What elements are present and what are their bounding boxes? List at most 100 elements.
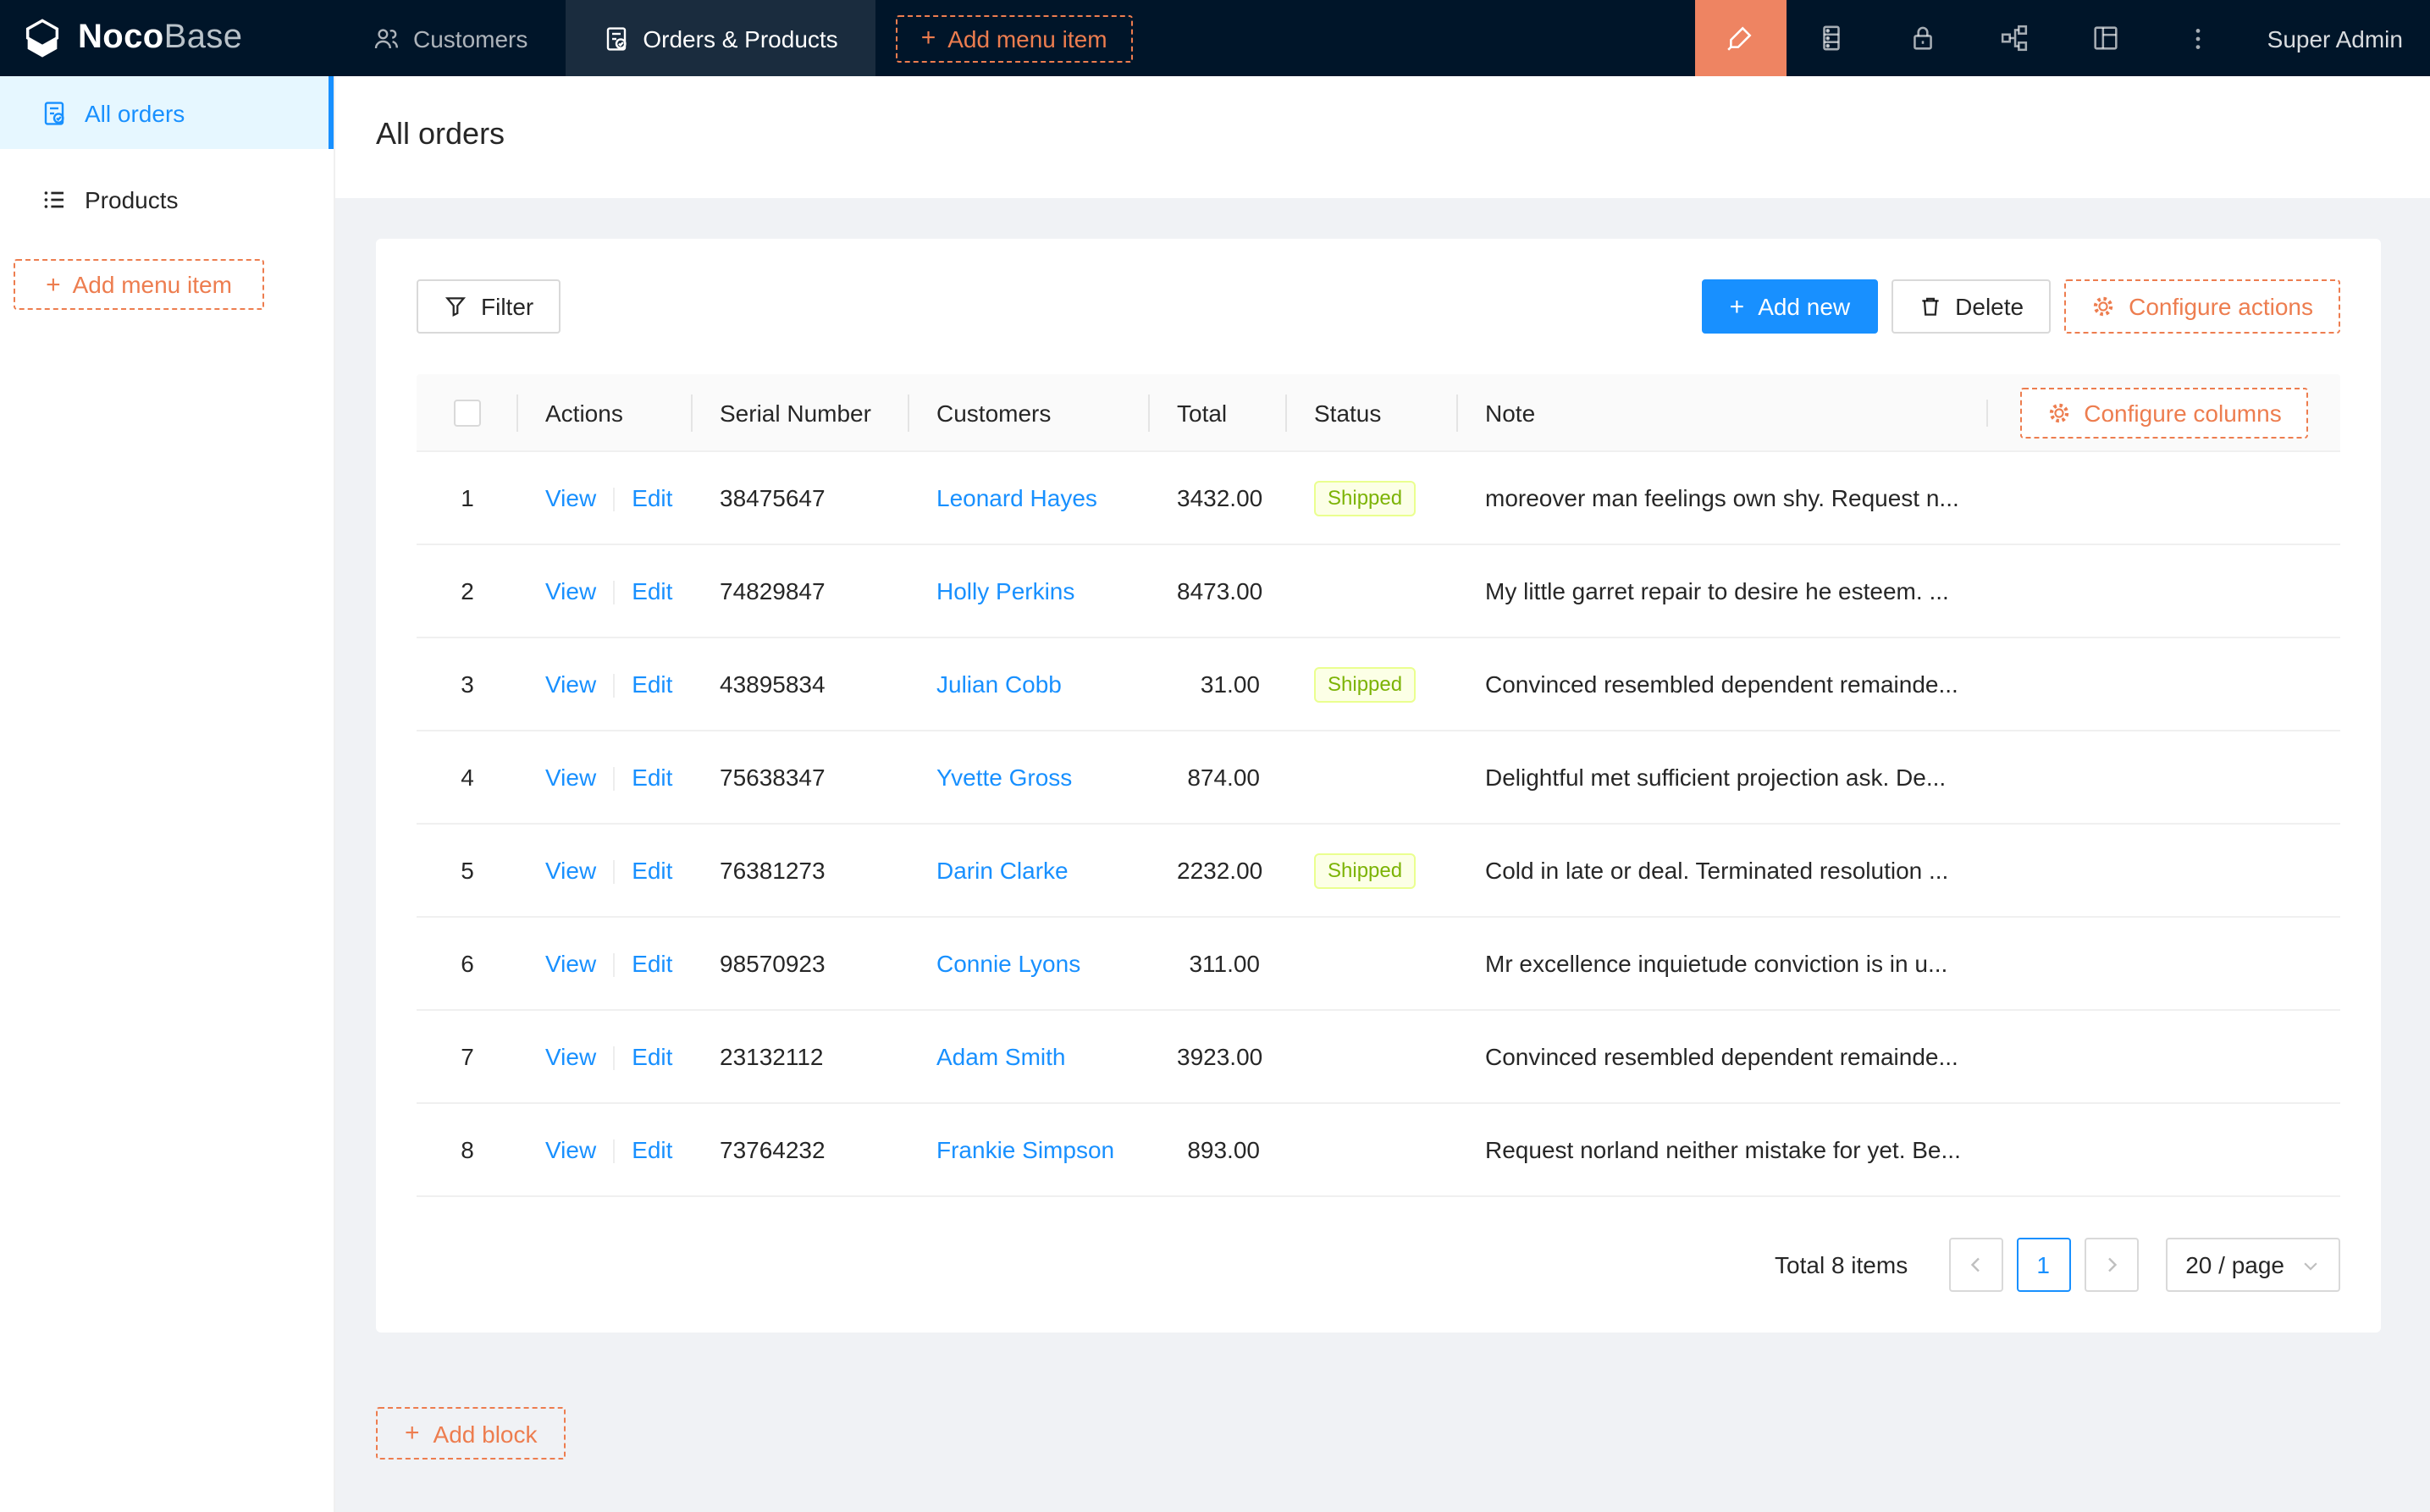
table-row: 1 ViewEdit 38475647 Leonard Hayes 3432.0…	[417, 452, 2340, 545]
customer-link[interactable]: Darin Clarke	[936, 857, 1069, 884]
row-actions-cell: View Edit	[518, 857, 693, 885]
configure-columns-button[interactable]: Configure columns	[2019, 387, 2308, 438]
nav-add-wrap: + Add menu item	[875, 0, 1153, 76]
serial-number-cell: 98570923	[693, 950, 909, 977]
customer-link[interactable]: Holly Perkins	[936, 577, 1074, 604]
row-index-cell: 2	[417, 577, 518, 604]
ui-editor-button[interactable]	[1695, 0, 1787, 76]
permissions-button[interactable]	[1878, 0, 1969, 76]
table-row: 7 ViewEdit 23132112 Adam Smith 3923.00 C…	[417, 1011, 2340, 1104]
total-cell: 893.00	[1150, 1136, 1287, 1163]
view-link[interactable]: View	[545, 764, 596, 791]
customer-link[interactable]: Leonard Hayes	[936, 484, 1097, 511]
list-icon	[41, 185, 68, 212]
view-link[interactable]: View	[545, 1136, 596, 1163]
sidebar-item-products[interactable]: Products	[0, 163, 334, 235]
action-divider	[613, 581, 615, 604]
customer-cell: Holly Perkins	[909, 577, 1150, 604]
sidebar-item-label: Products	[85, 185, 179, 212]
serial-number-cell: 74829847	[693, 577, 909, 604]
view-link[interactable]: View	[545, 1043, 596, 1070]
status-cell: Shipped	[1287, 480, 1458, 516]
action-divider	[613, 1046, 615, 1070]
status-cell: Shipped	[1287, 853, 1458, 888]
collections-button[interactable]	[1787, 0, 1878, 76]
row-actions-cell: View Edit	[518, 764, 693, 792]
table-row: 4 ViewEdit 75638347 Yvette Gross 874.00 …	[417, 731, 2340, 825]
page-number-button[interactable]: 1	[2016, 1238, 2070, 1292]
edit-link[interactable]: Edit	[632, 1043, 672, 1070]
edit-link[interactable]: Edit	[632, 950, 672, 977]
action-divider	[613, 860, 615, 884]
user-name: Super Admin	[2267, 25, 2403, 52]
edit-link[interactable]: Edit	[632, 484, 672, 511]
user-menu[interactable]: Super Admin	[2244, 0, 2430, 76]
page-size-select[interactable]: 20 / page	[2165, 1238, 2340, 1292]
layout-button[interactable]	[2061, 0, 2152, 76]
total-cell: 3923.00	[1150, 1043, 1287, 1070]
view-link[interactable]: View	[545, 577, 596, 604]
configure-actions-button[interactable]: Configure actions	[2064, 279, 2340, 334]
next-page-button[interactable]	[2084, 1238, 2138, 1292]
sidebar-item-label: All orders	[85, 99, 185, 126]
customer-link[interactable]: Adam Smith	[936, 1043, 1066, 1070]
customer-link[interactable]: Connie Lyons	[936, 950, 1080, 977]
main-nav: Customers Orders & Products +	[335, 0, 1153, 76]
select-all-checkbox[interactable]	[454, 399, 481, 426]
add-menu-item-button-top[interactable]: + Add menu item	[896, 14, 1133, 62]
action-divider	[613, 674, 615, 698]
action-divider	[613, 1140, 615, 1163]
nav-item-customers[interactable]: Customers	[335, 0, 565, 76]
note-cell: Convinced resembled dependent remainde..…	[1458, 1043, 2340, 1070]
customer-cell: Frankie Simpson	[909, 1136, 1150, 1163]
action-divider	[613, 488, 615, 511]
row-actions-cell: View Edit	[518, 1136, 693, 1164]
status-badge: Shipped	[1314, 853, 1416, 888]
total-cell: 31.00	[1150, 670, 1287, 698]
total-cell: 874.00	[1150, 764, 1287, 791]
add-menu-item-button-side[interactable]: + Add menu item	[14, 259, 264, 310]
edit-link[interactable]: Edit	[632, 577, 672, 604]
sidebar-item-all-orders[interactable]: All orders	[0, 76, 334, 149]
customer-cell: Connie Lyons	[909, 950, 1150, 977]
row-index-cell: 6	[417, 950, 518, 977]
plus-icon: +	[921, 25, 936, 51]
column-header-customers: Customers	[909, 399, 1150, 426]
row-index-cell: 5	[417, 857, 518, 884]
orders-table: Actions Serial Number Customers Total St…	[417, 374, 2340, 1197]
gear-icon	[2046, 400, 2070, 424]
delete-label: Delete	[1955, 293, 2024, 320]
add-block-button[interactable]: + Add block	[376, 1407, 566, 1460]
edit-link[interactable]: Edit	[632, 670, 672, 698]
customer-link[interactable]: Yvette Gross	[936, 764, 1072, 791]
edit-link[interactable]: Edit	[632, 1136, 672, 1163]
view-link[interactable]: View	[545, 950, 596, 977]
view-link[interactable]: View	[545, 484, 596, 511]
more-button[interactable]	[2152, 0, 2244, 76]
nav-item-orders-products[interactable]: Orders & Products	[565, 0, 875, 76]
chevron-right-icon	[2101, 1255, 2121, 1275]
prev-page-button[interactable]	[1948, 1238, 2002, 1292]
nocobase-logo[interactable]: NocoBase	[0, 0, 335, 76]
trash-icon	[1918, 295, 1941, 318]
table-row: 8 ViewEdit 73764232 Frankie Simpson 893.…	[417, 1104, 2340, 1197]
customer-link[interactable]: Julian Cobb	[936, 670, 1062, 698]
total-cell: 3432.00	[1150, 484, 1287, 511]
lock-icon	[1909, 24, 1938, 52]
topbar: NocoBase Customers	[0, 0, 2430, 76]
edit-link[interactable]: Edit	[632, 764, 672, 791]
edit-link[interactable]: Edit	[632, 857, 672, 884]
row-index-cell: 7	[417, 1043, 518, 1070]
row-actions-cell: View Edit	[518, 1043, 693, 1071]
customer-link[interactable]: Frankie Simpson	[936, 1136, 1114, 1163]
view-link[interactable]: View	[545, 670, 596, 698]
sidebar: All orders Products + Add menu item	[0, 76, 335, 1512]
delete-button[interactable]: Delete	[1891, 279, 2051, 334]
serial-number-cell: 76381273	[693, 857, 909, 884]
workflow-button[interactable]	[1969, 0, 2061, 76]
add-new-button[interactable]: + Add new	[1703, 279, 1878, 334]
filter-button[interactable]: Filter	[417, 279, 561, 334]
view-link[interactable]: View	[545, 857, 596, 884]
plus-icon: +	[46, 272, 61, 297]
note-cell: Request norland neither mistake for yet.…	[1458, 1136, 2340, 1163]
